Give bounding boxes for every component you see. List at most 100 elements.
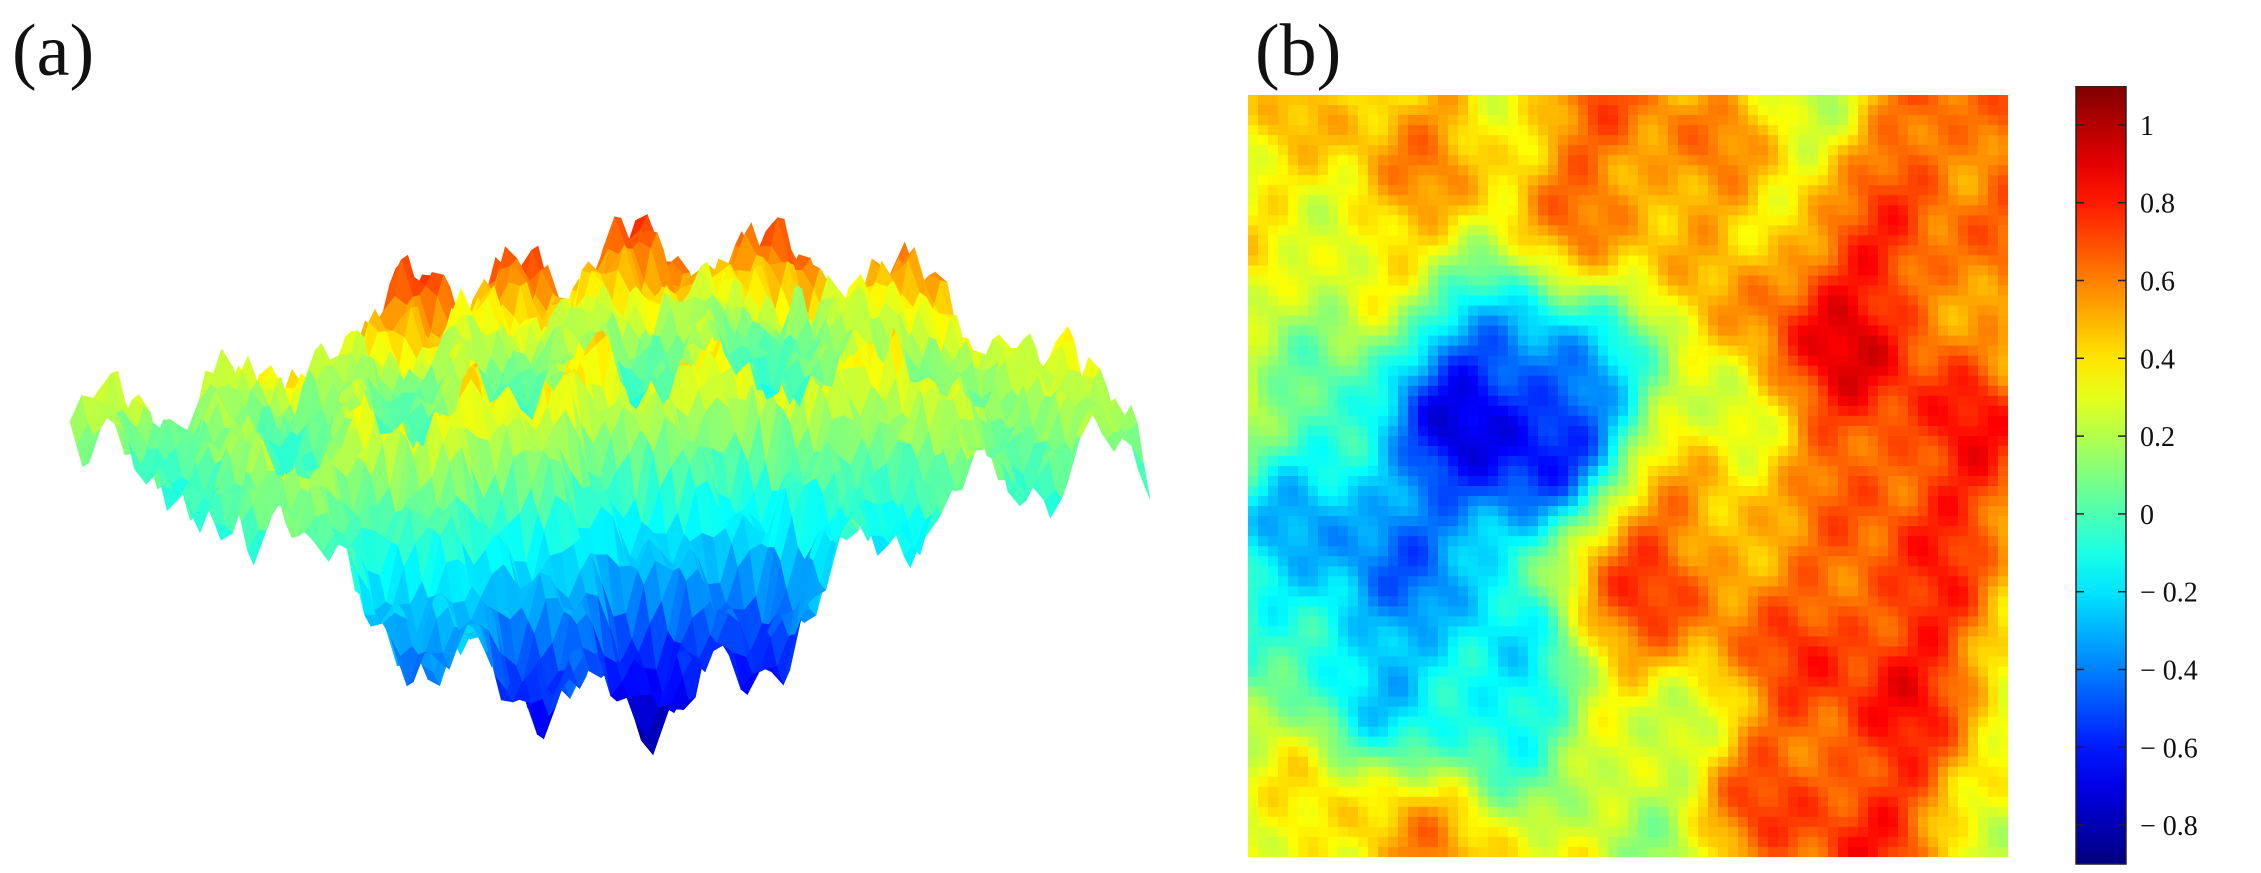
heatmap-cell bbox=[1768, 155, 1779, 166]
heatmap-cell bbox=[1278, 125, 1289, 136]
heatmap-cell bbox=[1448, 205, 1459, 216]
heatmap-cell bbox=[1348, 115, 1359, 126]
heatmap-cell bbox=[1298, 275, 1309, 287]
heatmap-cell bbox=[1608, 175, 1619, 186]
heatmap-cell bbox=[1998, 125, 2008, 136]
heatmap-cell bbox=[1288, 255, 1299, 267]
heatmap-cell bbox=[1338, 115, 1349, 126]
heatmap-cell bbox=[1508, 125, 1519, 136]
heatmap-cell bbox=[1898, 135, 1909, 146]
heatmap-cell bbox=[1638, 105, 1649, 116]
heatmap-cell bbox=[1618, 165, 1629, 176]
heatmap-cell bbox=[1918, 95, 1929, 106]
heatmap-cell bbox=[1768, 245, 1779, 257]
heatmap-cell bbox=[1528, 135, 1539, 146]
heatmap-cell bbox=[1468, 255, 1479, 267]
heatmap-cell bbox=[1378, 215, 1389, 226]
heatmap-cell bbox=[1498, 115, 1509, 126]
heatmap-cell bbox=[1618, 215, 1629, 226]
heatmap-cell bbox=[1988, 175, 1999, 186]
heatmap-cell bbox=[1418, 145, 1429, 156]
heatmap-cell bbox=[1448, 135, 1459, 146]
heatmap-cell bbox=[1898, 255, 1909, 267]
heatmap-cell bbox=[1758, 185, 1769, 196]
heatmap-cell bbox=[1538, 185, 1549, 196]
heatmap-cell bbox=[1628, 185, 1639, 196]
heatmap-cell bbox=[1388, 245, 1399, 257]
heatmap-cell bbox=[1558, 125, 1569, 136]
heatmap-cell bbox=[1598, 125, 1609, 136]
heatmap-cell bbox=[1708, 155, 1719, 166]
heatmap-cell bbox=[1278, 205, 1289, 216]
heatmap-cell bbox=[1478, 205, 1489, 216]
heatmap-cell bbox=[1328, 195, 1339, 206]
heatmap-cell bbox=[1688, 205, 1699, 216]
heatmap-cell bbox=[1748, 245, 1759, 257]
heatmap-cell bbox=[1918, 135, 1929, 146]
heatmap-cell bbox=[1718, 265, 1729, 277]
heatmap-cell bbox=[1668, 185, 1679, 196]
heatmap-cell bbox=[1588, 245, 1599, 257]
heatmap-cell bbox=[1678, 235, 1689, 246]
heatmap-cell bbox=[1818, 145, 1829, 156]
heatmap-cell bbox=[1328, 95, 1339, 106]
heatmap-cell bbox=[1408, 115, 1419, 126]
heatmap-cell bbox=[1448, 225, 1459, 236]
heatmap-cell bbox=[1628, 125, 1639, 136]
heatmap-cell bbox=[1308, 145, 1319, 156]
heatmap-cell bbox=[1548, 125, 1559, 136]
heatmap-cell bbox=[1538, 125, 1549, 136]
heatmap-cell bbox=[1458, 225, 1469, 236]
heatmap-cell bbox=[1368, 265, 1379, 277]
heatmap-cell bbox=[1498, 165, 1509, 176]
heatmap-cell bbox=[1638, 225, 1649, 236]
heatmap-cell bbox=[1438, 135, 1449, 146]
heatmap-cell bbox=[1528, 115, 1539, 126]
heatmap-cell bbox=[1948, 245, 1959, 257]
heatmap-cell bbox=[1828, 245, 1839, 257]
heatmap-cell bbox=[1568, 255, 1579, 267]
heatmap-cell bbox=[1738, 145, 1749, 156]
heatmap-cell bbox=[1508, 255, 1519, 267]
heatmap-cell bbox=[1928, 235, 1939, 246]
heatmap-cell bbox=[1738, 155, 1749, 166]
heatmap-cell bbox=[1548, 255, 1559, 267]
heatmap-cell bbox=[1978, 95, 1989, 106]
heatmap-cell bbox=[1818, 255, 1829, 267]
heatmap-cell bbox=[1808, 215, 1819, 226]
heatmap-cell bbox=[1498, 245, 1509, 257]
heatmap-cell bbox=[1468, 165, 1479, 176]
heatmap-cell bbox=[1908, 235, 1919, 246]
heatmap-cell bbox=[1988, 235, 1999, 246]
heatmap-cell bbox=[1338, 225, 1349, 236]
heatmap-cell bbox=[1588, 145, 1599, 156]
heatmap-cell bbox=[1368, 185, 1379, 196]
heatmap-cell bbox=[1768, 105, 1779, 116]
heatmap-cell bbox=[1968, 235, 1979, 246]
heatmap-cell bbox=[1298, 95, 1309, 106]
heatmap-cell bbox=[1548, 105, 1559, 116]
heatmap-cell bbox=[1698, 215, 1709, 226]
heatmap-cell bbox=[1378, 195, 1389, 206]
heatmap-cell bbox=[1868, 185, 1879, 196]
heatmap-cell bbox=[1838, 135, 1849, 146]
heatmap-cell bbox=[1958, 245, 1969, 257]
heatmap-cell bbox=[1268, 265, 1279, 277]
heatmap-cell bbox=[1458, 155, 1469, 166]
heatmap-cell bbox=[1968, 115, 1979, 126]
heatmap-cell bbox=[1998, 95, 2008, 106]
heatmap-cell bbox=[1648, 165, 1659, 176]
heatmap-cell bbox=[1288, 155, 1299, 166]
heatmap-cell bbox=[1758, 105, 1769, 116]
heatmap-cell bbox=[1848, 105, 1859, 116]
heatmap-cell bbox=[1388, 175, 1399, 186]
heatmap-cell bbox=[1708, 125, 1719, 136]
heatmap-cell bbox=[1488, 205, 1499, 216]
heatmap-cell bbox=[1338, 215, 1349, 226]
heatmap-cell bbox=[1558, 155, 1569, 166]
heatmap-cell bbox=[1288, 115, 1299, 126]
heatmap-cell bbox=[1618, 155, 1629, 166]
heatmap-cell bbox=[1538, 135, 1549, 146]
heatmap-cell bbox=[1338, 145, 1349, 156]
heatmap-cell bbox=[1938, 245, 1949, 257]
